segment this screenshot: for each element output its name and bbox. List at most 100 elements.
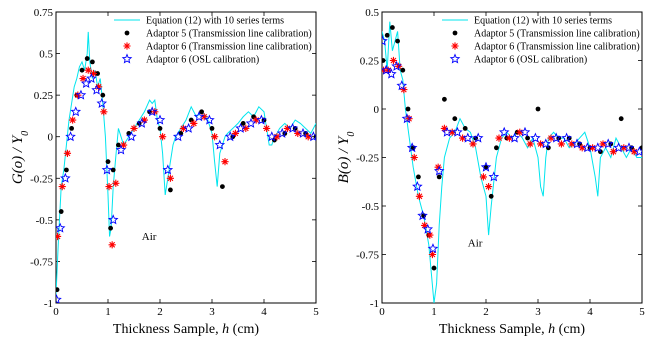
- data-point: [550, 132, 562, 143]
- data-point: [589, 144, 597, 152]
- legend-entry: Equation (12) with 10 series terms: [114, 16, 284, 27]
- data-point: [58, 183, 66, 191]
- data-point: [417, 210, 428, 221]
- series-3: [382, 56, 638, 259]
- data-point: [240, 121, 246, 126]
- legend-label: Adaptor 5 (Transmission line calibration…: [146, 29, 312, 40]
- y-tick-label: 0.25: [360, 56, 380, 68]
- data-point: [568, 140, 576, 148]
- data-point: [115, 144, 127, 155]
- data-point: [193, 111, 205, 122]
- data-point: [304, 133, 312, 141]
- data-point: [209, 125, 215, 131]
- data-point: [400, 67, 406, 73]
- data-point: [401, 113, 413, 124]
- data-point: [263, 124, 271, 132]
- data-point: [582, 142, 593, 153]
- data-point: [126, 131, 137, 142]
- data-point: [480, 161, 492, 172]
- legend-label: Adaptor 6 (Transmission line calibration…: [146, 42, 312, 53]
- data-point: [623, 142, 635, 153]
- legend-entry: Adaptor 6 (Transmission line calibration…: [451, 42, 640, 53]
- data-point: [162, 164, 174, 175]
- legend-swatch: [449, 53, 461, 64]
- data-point: [530, 132, 541, 143]
- data-point: [390, 25, 395, 30]
- series-4: [56, 72, 316, 303]
- data-point: [154, 114, 166, 125]
- data-point: [400, 86, 408, 94]
- data-point: [297, 127, 309, 138]
- y-tick-label: -0.25: [356, 153, 379, 165]
- legend-swatch: [124, 30, 130, 36]
- data-point: [406, 142, 418, 153]
- data-point: [434, 163, 442, 171]
- data-point: [620, 144, 628, 152]
- data-point: [613, 142, 624, 153]
- data-point: [252, 116, 260, 124]
- data-point: [107, 214, 119, 225]
- data-point: [599, 140, 607, 148]
- data-point: [166, 174, 174, 182]
- x-tick-label: 3: [209, 306, 215, 318]
- data-point: [485, 183, 493, 191]
- data-point: [56, 222, 66, 233]
- legend: Equation (12) with 10 series terms Adapto…: [114, 16, 312, 66]
- data-point: [183, 122, 194, 133]
- legend-entry: Adaptor 5 (Transmission line calibration…: [452, 29, 640, 40]
- data-point: [266, 131, 278, 142]
- data-point: [609, 148, 617, 156]
- x-axis-label: Thickness Sample, h (cm): [439, 322, 586, 337]
- data-point: [384, 32, 390, 38]
- data-point: [382, 35, 388, 46]
- data-point: [231, 129, 239, 137]
- data-point: [415, 192, 424, 200]
- data-point: [386, 68, 397, 79]
- y-tick-label: 0.25: [34, 90, 54, 102]
- data-point: [382, 58, 386, 63]
- data-point: [79, 74, 87, 83]
- data-point: [95, 71, 100, 76]
- legend-entry: Adaptor 6 (Transmission line calibration…: [123, 42, 312, 53]
- data-point: [64, 167, 69, 173]
- legend-label: Equation (12) with 10 series terms: [474, 16, 612, 27]
- data-point: [618, 116, 624, 122]
- data-point: [179, 124, 187, 132]
- data-point: [571, 138, 583, 149]
- legend-swatch: [451, 42, 459, 50]
- data-point: [273, 133, 281, 141]
- data-point: [283, 124, 291, 132]
- data-point: [498, 126, 510, 137]
- data-point: [495, 134, 503, 142]
- x-tick-label: 2: [157, 306, 163, 318]
- data-point: [469, 140, 477, 148]
- data-point: [557, 140, 565, 148]
- data-point: [547, 134, 555, 142]
- y-tick-label: 0.75: [34, 7, 54, 19]
- legend-entry: Adaptor 5 (Transmission line calibration…: [124, 29, 312, 40]
- series-line: [382, 21, 642, 303]
- data-point: [505, 134, 513, 142]
- data-point: [136, 117, 148, 128]
- data-point: [204, 114, 215, 125]
- data-point: [452, 116, 458, 122]
- data-point: [462, 125, 468, 131]
- data-point: [494, 145, 499, 151]
- data-point: [488, 171, 500, 182]
- data-point: [105, 183, 113, 191]
- data-point: [110, 167, 116, 173]
- data-point: [294, 129, 302, 137]
- data-point: [245, 117, 257, 128]
- data-point: [63, 149, 72, 157]
- data-point: [630, 148, 638, 156]
- data-point: [95, 83, 103, 91]
- data-point: [462, 132, 474, 143]
- data-point: [436, 174, 442, 180]
- x-axis-label: Thickness Sample, h (cm): [113, 322, 260, 337]
- data-point: [535, 106, 541, 112]
- y-tick-label: -0.5: [36, 215, 54, 227]
- legend-entry: Equation (12) with 10 series terms: [442, 16, 612, 27]
- data-point: [168, 187, 173, 193]
- data-point: [440, 124, 448, 132]
